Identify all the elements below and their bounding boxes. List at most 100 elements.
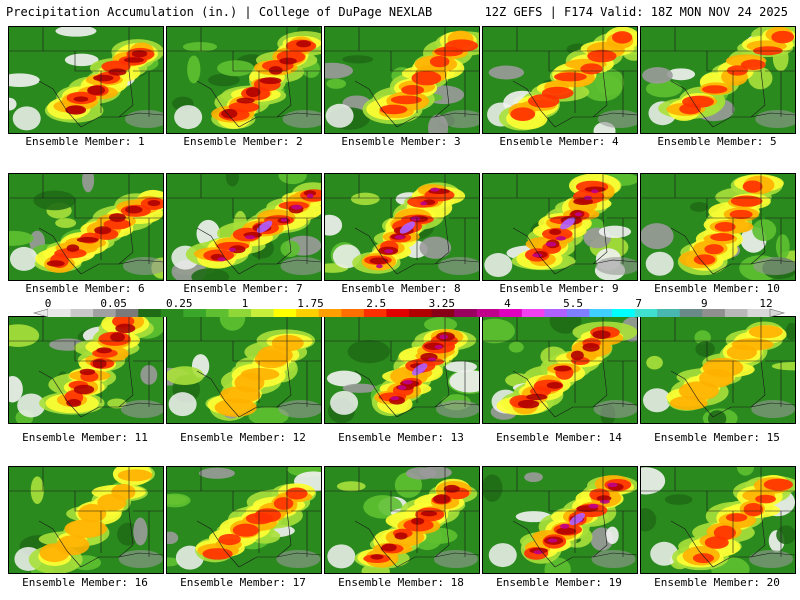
ensemble-member-map <box>482 466 638 574</box>
colorbar-swatch <box>183 309 207 317</box>
colorbar-swatch <box>138 309 162 317</box>
ensemble-member-label: Ensemble Member: 11 <box>22 431 148 444</box>
ensemble-member-map <box>324 173 480 281</box>
colorbar-swatch <box>476 309 500 317</box>
colorbar-swatch <box>70 309 94 317</box>
colorbar-swatch <box>747 309 771 317</box>
colorbar-tick-label: 0 <box>45 298 52 310</box>
colorbar-swatch <box>544 309 568 317</box>
ensemble-member-map <box>166 26 322 134</box>
colorbar-swatch <box>657 309 681 317</box>
ensemble-member-map <box>640 26 796 134</box>
colorbar-tick-label: 3.25 <box>429 298 456 310</box>
ensemble-member-label: Ensemble Member: 16 <box>22 576 148 589</box>
precip-map-graphic <box>9 467 163 573</box>
ensemble-member-label: Ensemble Member: 17 <box>180 576 306 589</box>
ensemble-member-label: Ensemble Member: 10 <box>654 282 780 295</box>
colorbar-tick-label: 7 <box>635 298 642 310</box>
colorbar-swatch <box>634 309 658 317</box>
precip-map-graphic <box>325 27 479 133</box>
colorbar-graphic: 0 0.05 0.25 1 1.75 2.5 3.25 4 5.5 7 9 12 <box>32 298 786 318</box>
colorbar-tick-label: 2.5 <box>366 298 386 310</box>
colorbar-tick-label: 1.75 <box>297 298 324 310</box>
colorbar-tick-label: 0.05 <box>100 298 127 310</box>
colorbar-tick-label: 5.5 <box>563 298 583 310</box>
precip-map-graphic <box>9 174 163 280</box>
ensemble-member-map <box>8 316 164 424</box>
ensemble-member-label: Ensemble Member: 13 <box>338 431 464 444</box>
colorbar-swatch <box>160 309 184 317</box>
colorbar-swatch <box>431 309 455 317</box>
ensemble-member-label: Ensemble Member: 15 <box>654 431 780 444</box>
ensemble-member-map <box>324 26 480 134</box>
colorbar-swatch <box>386 309 410 317</box>
colorbar-swatch <box>589 309 613 317</box>
precip-map-graphic <box>9 317 163 423</box>
colorbar-swatch <box>679 309 703 317</box>
ensemble-member-label: Ensemble Member: 9 <box>499 282 619 295</box>
colorbar-right-arrow <box>769 308 786 318</box>
colorbar-swatch <box>205 309 229 317</box>
colorbar-tick-label: 12 <box>759 298 772 310</box>
ensemble-member-map <box>166 316 322 424</box>
colorbar-swatch <box>318 309 342 317</box>
colorbar-tick-label: 9 <box>701 298 708 310</box>
ensemble-member-map <box>324 466 480 574</box>
precip-map-graphic <box>641 467 795 573</box>
ensemble-member-label: Ensemble Member: 14 <box>496 431 622 444</box>
precip-map-graphic <box>641 27 795 133</box>
ensemble-member-label: Ensemble Member: 18 <box>338 576 464 589</box>
ensemble-member-label: Ensemble Member: 4 <box>499 135 619 148</box>
precip-map-graphic <box>325 174 479 280</box>
precip-map-graphic <box>167 317 321 423</box>
precip-map-graphic <box>483 467 637 573</box>
colorbar-swatch <box>454 309 478 317</box>
colorbar-swatch <box>48 309 72 317</box>
map-title: Precipitation Accumulation (in.) | Colle… <box>6 5 433 19</box>
ensemble-member-map <box>324 316 480 424</box>
ensemble-member-label: Ensemble Member: 12 <box>180 431 306 444</box>
ensemble-member-map <box>482 26 638 134</box>
ensemble-member-label: Ensemble Member: 20 <box>654 576 780 589</box>
colorbar-swatch <box>499 309 523 317</box>
precip-map-graphic <box>641 174 795 280</box>
ensemble-member-label: Ensemble Member: 7 <box>183 282 303 295</box>
ensemble-member-map <box>482 316 638 424</box>
ensemble-member-map <box>166 466 322 574</box>
precip-map-graphic <box>483 317 637 423</box>
precip-map-graphic <box>167 467 321 573</box>
ensemble-member-map <box>8 173 164 281</box>
precipitation-colorbar: 0 0.05 0.25 1 1.75 2.5 3.25 4 5.5 7 9 12 <box>30 298 790 320</box>
colorbar-swatch <box>612 309 636 317</box>
colorbar-swatch <box>409 309 433 317</box>
precip-map-graphic <box>483 174 637 280</box>
colorbar-swatch <box>93 309 117 317</box>
ensemble-member-label: Ensemble Member: 8 <box>341 282 461 295</box>
ensemble-member-label: Ensemble Member: 2 <box>183 135 303 148</box>
colorbar-tick-label: 4 <box>504 298 511 310</box>
colorbar-swatch <box>702 309 726 317</box>
colorbar-swatch <box>228 309 252 317</box>
colorbar-swatch <box>566 309 590 317</box>
ensemble-member-label: Ensemble Member: 3 <box>341 135 461 148</box>
precip-map-graphic <box>483 27 637 133</box>
colorbar-swatch <box>273 309 297 317</box>
colorbar-swatch <box>363 309 387 317</box>
colorbar-swatch <box>724 309 748 317</box>
run-valid-time: 12Z GEFS | F174 Valid: 18Z MON NOV 24 20… <box>484 5 788 19</box>
ensemble-member-map <box>8 466 164 574</box>
colorbar-swatch <box>251 309 275 317</box>
ensemble-member-map <box>640 316 796 424</box>
colorbar-tick-label: 0.25 <box>166 298 193 310</box>
ensemble-member-map <box>166 173 322 281</box>
precip-map-graphic <box>641 317 795 423</box>
ensemble-member-label: Ensemble Member: 19 <box>496 576 622 589</box>
ensemble-member-map <box>8 26 164 134</box>
colorbar-tick-label: 1 <box>242 298 249 310</box>
colorbar-swatch <box>296 309 320 317</box>
precip-map-graphic <box>325 467 479 573</box>
ensemble-member-map <box>640 173 796 281</box>
colorbar-swatch <box>341 309 365 317</box>
precip-map-graphic <box>167 174 321 280</box>
colorbar-swatch <box>115 309 139 317</box>
